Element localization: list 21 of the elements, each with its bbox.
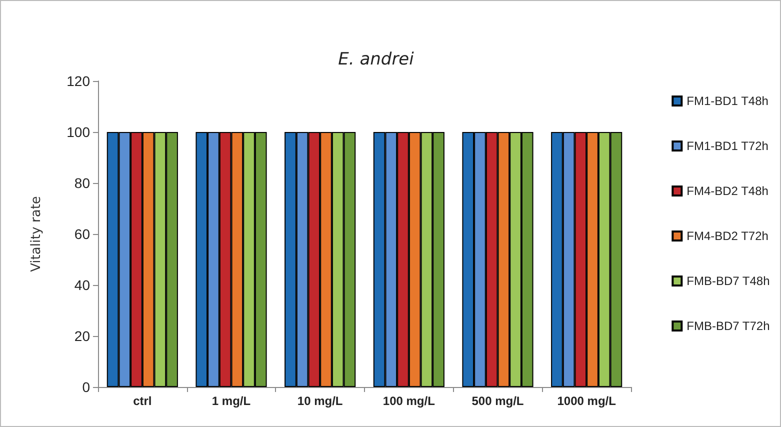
y-tick-label: 80 [74, 175, 90, 191]
legend-label: FMB-BD7 T72h [686, 319, 770, 333]
x-tick-label: 100 mg/L [382, 394, 435, 408]
legend-label: FM1-BD1 T48h [686, 94, 768, 108]
x-tick-label: 1 mg/L [212, 394, 251, 408]
y-axis-title: Vitality rate [29, 196, 44, 272]
y-tick-label: 100 [66, 124, 90, 140]
x-tick-label: 1000 mg/L [557, 394, 616, 408]
legend-label: FM4-BD2 T72h [686, 229, 768, 243]
y-tick-label: 60 [74, 226, 90, 242]
y-tick-label: 0 [82, 379, 90, 395]
legend-label: FM1-BD1 T72h [686, 139, 768, 153]
legend-label: FM4-BD2 T48h [686, 184, 768, 198]
x-tick-label: 10 mg/L [297, 394, 343, 408]
y-tick-label: 20 [74, 328, 90, 344]
chart-title: E. andrei [338, 50, 414, 70]
x-tick-label: ctrl [133, 394, 152, 408]
x-tick-label: 500 mg/L [472, 394, 524, 408]
y-tick-label: 40 [74, 277, 90, 293]
legend-label: FMB-BD7 T48h [686, 274, 770, 288]
y-tick-label: 120 [66, 73, 90, 89]
